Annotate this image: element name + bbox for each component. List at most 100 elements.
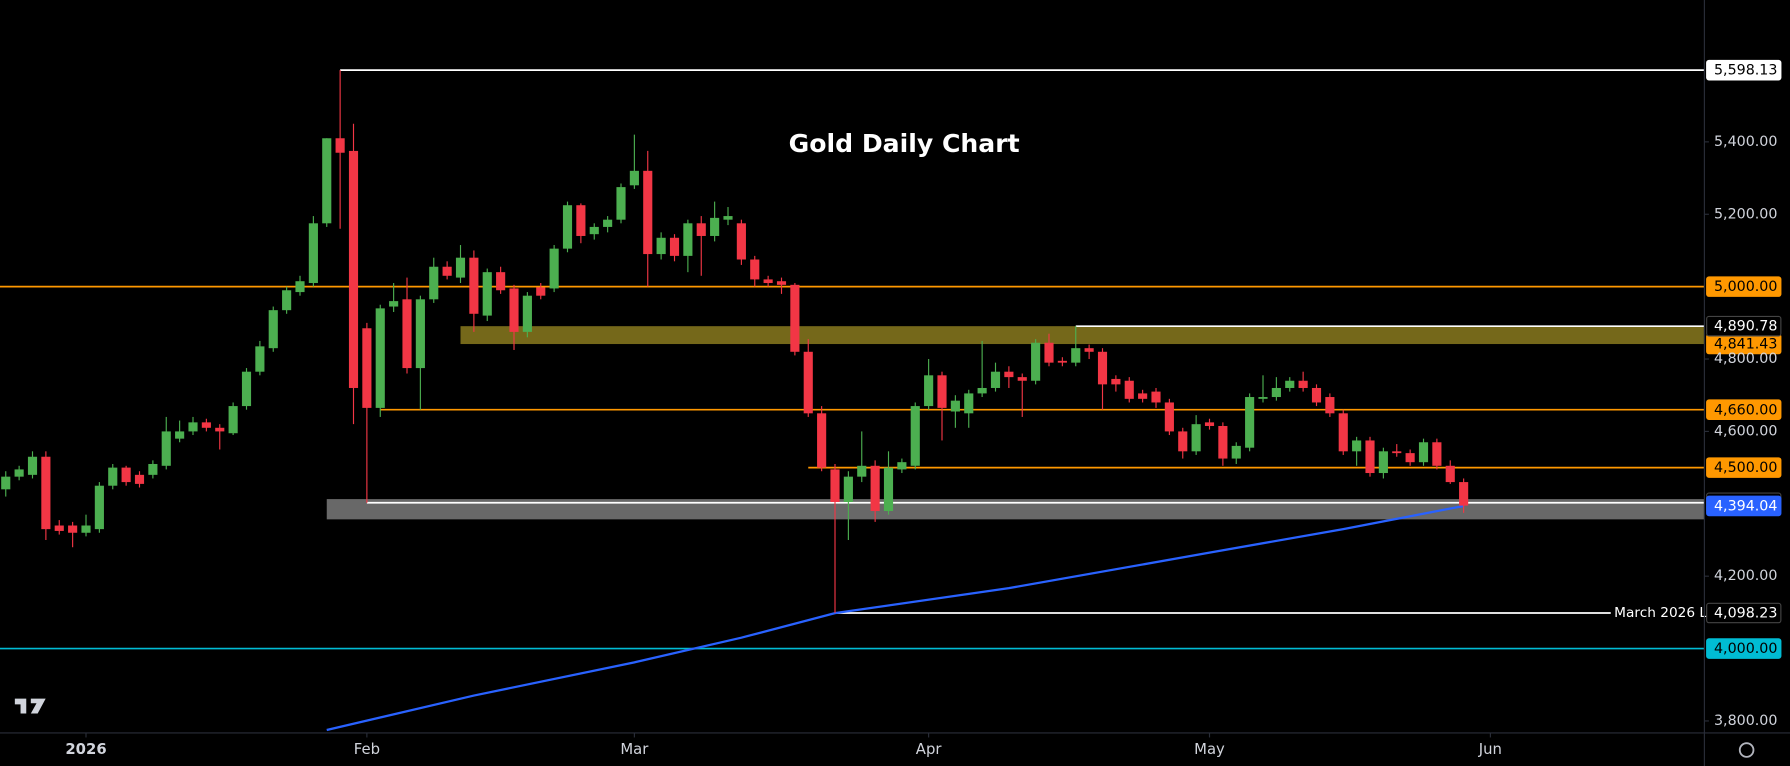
candle-body xyxy=(1164,402,1174,432)
candle-body xyxy=(1031,342,1041,381)
candle-body xyxy=(522,295,532,332)
candle-body xyxy=(643,170,653,255)
candle-body xyxy=(1378,451,1388,474)
y-tick-label: 5,400.00 xyxy=(1714,134,1777,150)
candle-body xyxy=(937,375,947,408)
x-tick-label: Apr xyxy=(916,741,943,758)
candle-body xyxy=(1151,391,1161,403)
candle-body xyxy=(375,308,385,408)
candle-body xyxy=(830,469,840,502)
y-tick-label: 4,200.00 xyxy=(1714,568,1777,584)
y-tick-label: 4,800.00 xyxy=(1714,351,1777,367)
x-tick-label: 2026 xyxy=(65,741,106,758)
candle-body xyxy=(148,463,158,475)
zone xyxy=(326,499,1705,520)
candle-body xyxy=(1191,424,1201,452)
candle-body xyxy=(683,223,693,256)
candle-body xyxy=(268,310,278,349)
candle-body xyxy=(1084,348,1094,352)
candle-body xyxy=(656,237,666,255)
candle-body xyxy=(1057,360,1067,363)
price-label: 4,890.78 xyxy=(1714,319,1777,335)
candle-body xyxy=(1231,445,1241,459)
candle-body xyxy=(536,287,546,296)
candle-body xyxy=(1097,351,1108,385)
price-label-box xyxy=(1706,638,1782,659)
candle-body xyxy=(1178,431,1188,452)
price-label: 5,598.13 xyxy=(1714,63,1777,79)
candle-body xyxy=(362,328,372,408)
candle-body xyxy=(1352,440,1362,452)
candle-body xyxy=(402,299,412,369)
candle-body xyxy=(616,187,626,220)
candle-body xyxy=(1245,397,1255,448)
candle-body xyxy=(1459,482,1469,506)
candle-body xyxy=(228,406,238,434)
plot-area: March 2026 L xyxy=(0,69,1707,732)
candle-body xyxy=(1138,393,1148,399)
candle-body xyxy=(1,476,11,490)
price-label: 4,841.43 xyxy=(1714,337,1777,353)
zone xyxy=(460,326,1705,345)
candle-body xyxy=(589,226,599,235)
candle-body xyxy=(710,217,720,236)
candle-body xyxy=(41,456,51,530)
candle-body xyxy=(562,205,573,249)
price-label-box xyxy=(1706,276,1782,297)
settings-button[interactable] xyxy=(1738,742,1755,758)
candle-body xyxy=(1445,465,1455,483)
candle-body xyxy=(389,301,399,307)
price-labels: 4,841.43 5,598.13 5,000.00 4,890.78 4,660.00… xyxy=(1706,59,1782,659)
candle-body xyxy=(241,371,252,407)
price-label-box xyxy=(1706,315,1782,337)
candle-body xyxy=(27,456,38,475)
candle-body xyxy=(255,346,265,372)
candle-body xyxy=(215,427,225,432)
candle-body xyxy=(1044,342,1054,363)
candle-body xyxy=(455,257,466,278)
candle-body xyxy=(94,485,104,530)
candle-body xyxy=(188,422,198,432)
candle-body xyxy=(496,272,506,291)
candle-body xyxy=(322,138,332,224)
chart-title: Gold Daily Chart xyxy=(789,129,1020,158)
candle-body xyxy=(482,272,492,316)
candle-body xyxy=(576,205,586,236)
price-label-box xyxy=(1706,399,1782,420)
candle-body xyxy=(295,281,305,293)
candle-body xyxy=(776,281,787,285)
candle-body xyxy=(1071,348,1081,363)
candle-body xyxy=(68,525,78,533)
candle-body xyxy=(990,371,1001,388)
x-tick-label: Feb xyxy=(354,741,380,758)
candle-body xyxy=(603,219,613,227)
settings-icon[interactable] xyxy=(1738,742,1755,758)
candle-body xyxy=(696,223,706,236)
candle-body xyxy=(723,216,733,220)
candle-body xyxy=(883,467,894,512)
logo xyxy=(14,698,46,714)
price-label: 4,660.00 xyxy=(1714,402,1777,418)
price-label: 4,098.23 xyxy=(1714,606,1777,622)
candle-body xyxy=(308,223,318,284)
price-label-box xyxy=(1706,59,1782,81)
candle-body xyxy=(509,288,519,332)
candle-body xyxy=(1405,453,1415,463)
x-tick-label: Jun xyxy=(1478,741,1502,758)
candle-body xyxy=(134,474,145,484)
candle-body xyxy=(161,431,171,466)
candle-body xyxy=(803,351,813,414)
level-annotation: March 2026 L xyxy=(1614,605,1707,621)
candle-body xyxy=(14,469,24,477)
price-label: 5,000.00 xyxy=(1714,279,1777,295)
candle-body xyxy=(629,170,639,186)
candle-body xyxy=(897,462,907,470)
candle-body xyxy=(1271,387,1281,398)
candle-body xyxy=(1325,397,1335,414)
candle-body xyxy=(1258,397,1268,399)
price-label-box xyxy=(1706,602,1782,624)
price-label-box xyxy=(1706,495,1782,517)
price-label: 4,394.04 xyxy=(1714,499,1777,515)
y-tick-label: 5,200.00 xyxy=(1714,206,1777,222)
